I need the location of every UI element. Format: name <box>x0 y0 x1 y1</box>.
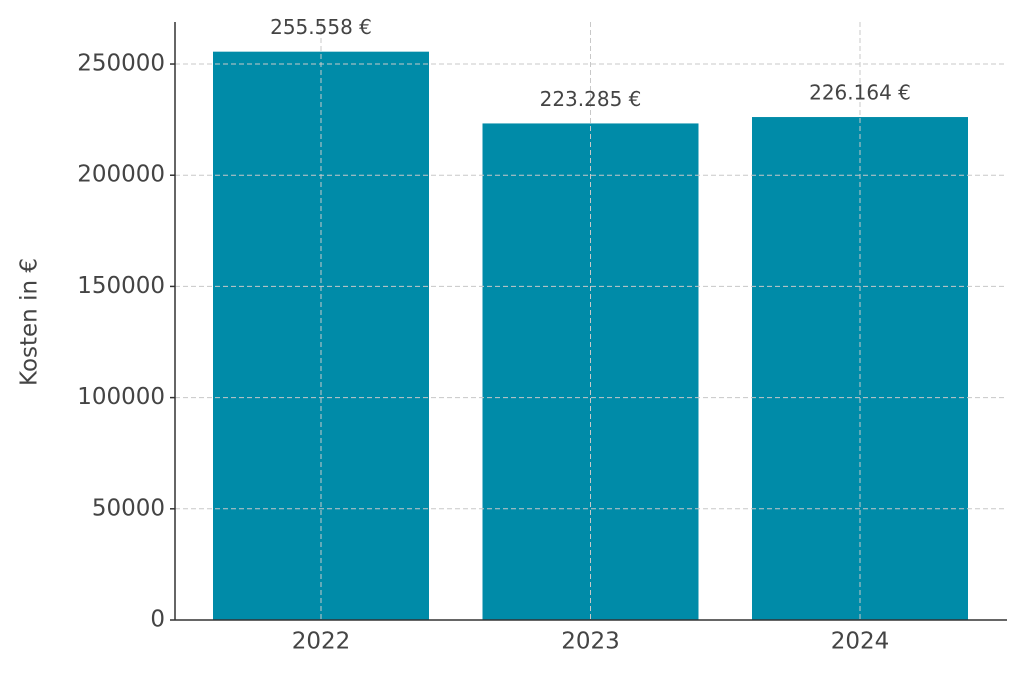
value-label: 223.285 € <box>540 87 642 111</box>
x-tick-label: 2023 <box>561 629 620 655</box>
y-axis-label: Kosten in € <box>17 258 43 386</box>
y-tick-label: 150000 <box>77 273 165 299</box>
y-tick-label: 0 <box>150 607 165 633</box>
value-label: 226.164 € <box>809 81 911 105</box>
y-tick-label: 50000 <box>92 495 165 521</box>
value-label: 255.558 € <box>270 15 372 39</box>
y-tick-label: 250000 <box>77 51 165 77</box>
y-tick-label: 100000 <box>77 384 165 410</box>
x-tick-label: 2022 <box>292 629 351 655</box>
x-tick-label: 2024 <box>831 629 890 655</box>
y-tick-label: 200000 <box>77 162 165 188</box>
